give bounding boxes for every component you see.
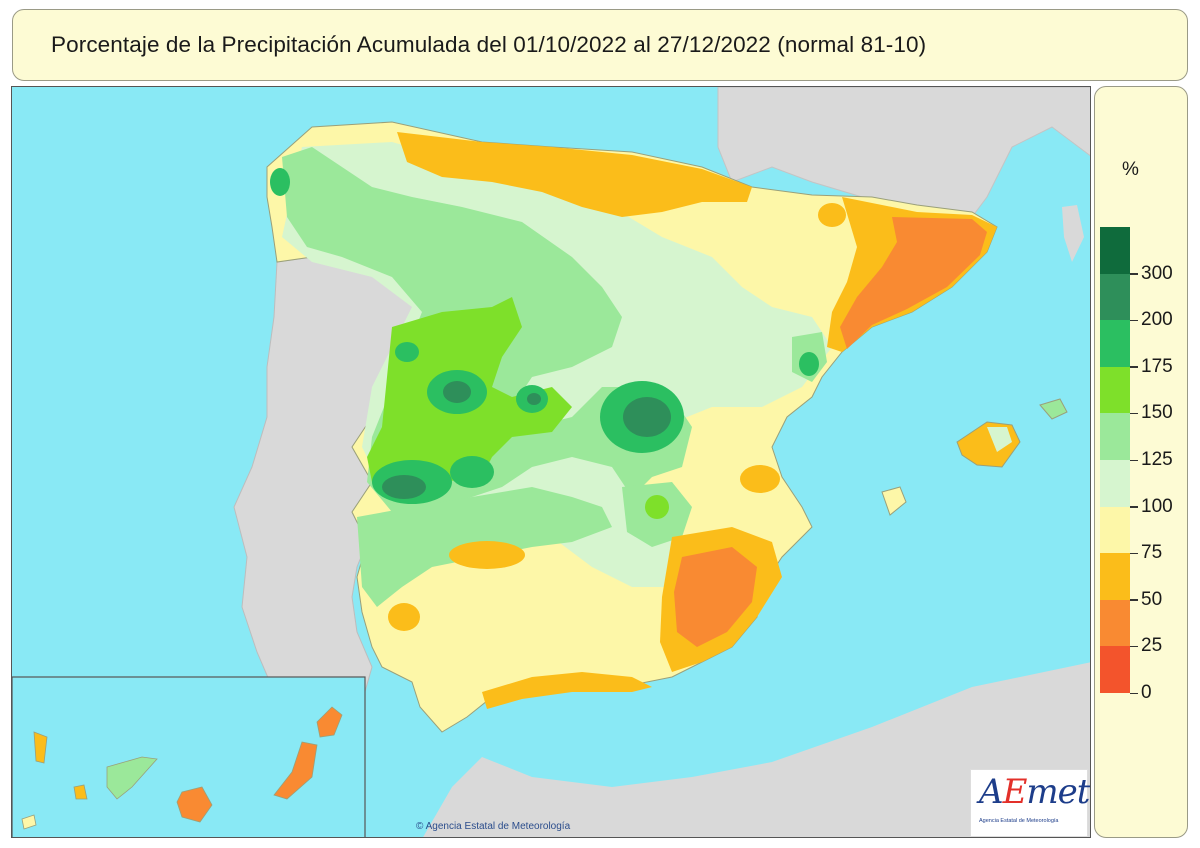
precip-200-300-caceres [443,381,471,403]
precip-175-200-north [395,342,419,362]
legend-label: 75 [1141,542,1163,564]
legend-tick [1130,599,1138,601]
legend-swatch [1100,553,1130,601]
legend-swatch [1100,366,1130,414]
legend-label: 150 [1141,402,1173,424]
mallorca-green [987,427,1012,452]
legend-tick [1130,692,1138,694]
canary-lanzarote [316,706,343,738]
canary-gran-canaria [176,786,213,823]
copyright-notice: © Agencia Estatal de Meteorología [416,821,571,832]
menorca-island [1039,398,1068,420]
legend-tick [1130,319,1138,322]
canary-tenerife [106,756,158,800]
precip-50-75-north-east [818,203,846,227]
legend-label: 50 [1141,588,1163,610]
legend-tick [1130,412,1138,415]
legend-label: 200 [1141,309,1173,331]
ibiza-island [881,486,907,516]
precip-50-75-andalusia-coast [482,672,652,709]
legend-tick [1130,366,1138,368]
map-title: Porcentaje de la Precipitación Acumulada… [51,32,927,57]
precip-50-75-huelva [388,603,420,631]
precip-50-75-jaen [449,541,525,569]
precip-25-50-catalonia [840,217,987,349]
legend-tick [1130,552,1138,555]
aemet-logo-subtitle: Agencia Estatal de Meteorología [979,818,1059,824]
legend-tick [1130,506,1138,508]
legend-unit: % [1122,159,1139,180]
precip-50-75-valencia [740,465,780,493]
legend-panel: % 300 200 175 150 125 100 75 50 25 0 [1094,86,1188,838]
aemet-logo-word: AEmet [979,772,1090,812]
legend-swatch [1100,599,1130,647]
legend-label: 0 [1141,682,1152,703]
legend-label: 300 [1141,262,1173,284]
corsica-island [1062,205,1084,262]
canary-fuerteventura [273,741,318,800]
map-panel: © Agencia Estatal de Meteorología AEmet … [11,86,1091,838]
africa-landmass [423,662,1090,837]
precipitation-map [12,87,1090,837]
legend-swatch [1100,320,1130,368]
precip-200-300-east [527,393,541,405]
legend-swatch [1100,273,1130,321]
canary-la-gomera [73,784,88,800]
precip-200-300-badajoz [382,475,426,499]
legend-label: 125 [1141,449,1173,470]
legend-tick [1130,273,1138,275]
precip-175-200-castellon [799,352,819,376]
legend-swatch [1100,460,1130,508]
precip-25-50-murcia [674,547,757,647]
legend-color-bar: 300 200 175 150 125 100 75 50 25 0 [1100,227,1173,702]
precip-50-75-cantabrian-coast [397,132,752,217]
legend-swatch [1100,413,1130,461]
legend-swatch [1100,646,1130,694]
legend-label: 100 [1141,495,1173,517]
title-panel: Porcentaje de la Precipitación Acumulada… [12,9,1188,81]
legend-tick [1130,645,1138,648]
legend-tick [1130,459,1138,461]
precip-175-200-mancha [645,495,669,519]
legend-swatch [1100,227,1130,275]
precip-175-200-merida [450,456,494,488]
precip-175-200-galicia [270,168,290,196]
canary-la-palma [33,731,48,764]
legend-swatch [1100,506,1130,554]
legend-label: 25 [1141,635,1163,657]
legend-label: 175 [1141,355,1173,377]
aemet-logo: AEmet Agencia Estatal de Meteorología [970,769,1090,837]
precip-200-300-cuenca [623,397,671,437]
canary-el-hierro [21,814,37,830]
